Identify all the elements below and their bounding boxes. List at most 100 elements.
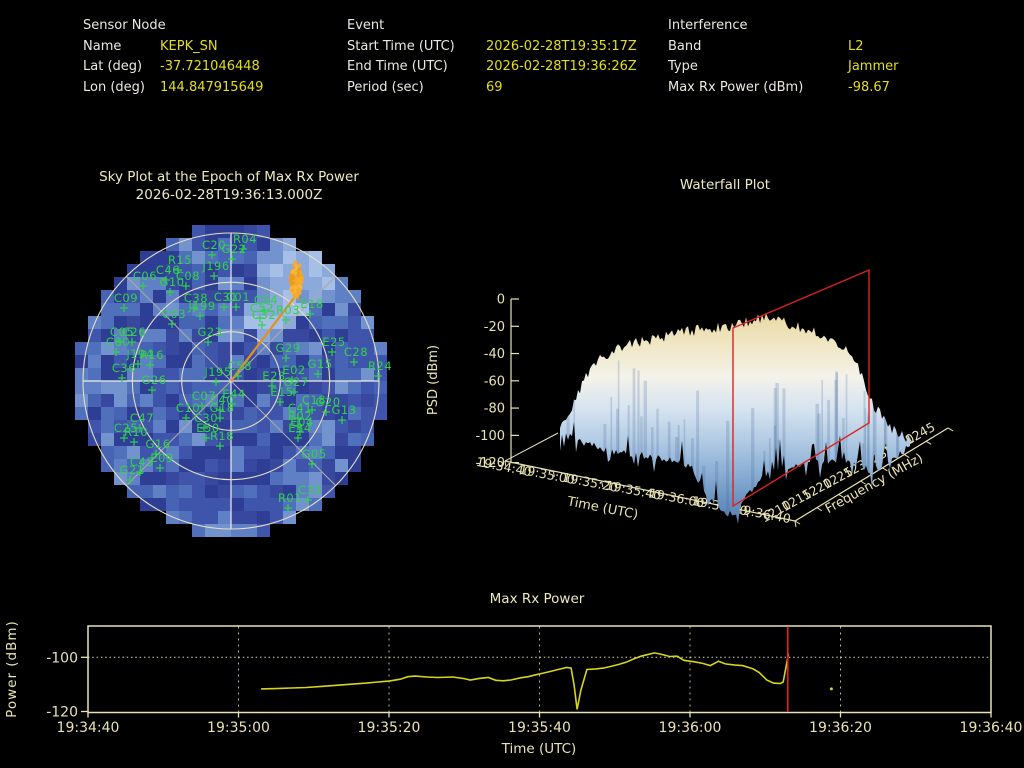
svg-text:-40: -40 xyxy=(484,347,505,362)
interference-type-label: Type xyxy=(668,59,698,75)
interference-band-value: L2 xyxy=(848,39,864,54)
svg-text:J195: J195 xyxy=(203,365,231,379)
svg-text:C58: C58 xyxy=(228,359,252,373)
svg-text:C01: C01 xyxy=(226,290,250,304)
svg-text:C45: C45 xyxy=(130,455,154,469)
svg-text:-80: -80 xyxy=(484,402,505,417)
sensor-lat-row: Lat (deg) -37.721046448 xyxy=(83,57,260,77)
event-period-value: 69 xyxy=(486,79,503,95)
svg-text:19:35:20: 19:35:20 xyxy=(358,720,421,736)
svg-text:C40: C40 xyxy=(210,393,234,407)
sensor-node-panel: Sensor Node Name KEPK_SN Lat (deg) -37.7… xyxy=(83,16,263,98)
svg-text:G16: G16 xyxy=(145,437,170,451)
svg-text:J194: J194 xyxy=(125,347,153,361)
svg-text:G21: G21 xyxy=(119,463,144,477)
sky-plot-title: Sky Plot at the Epoch of Max Rx Power 20… xyxy=(40,169,418,204)
event-start-label: Start Time (UTC) xyxy=(347,39,455,54)
svg-text:19:36:40: 19:36:40 xyxy=(960,720,1023,736)
svg-text:G26: G26 xyxy=(141,373,166,387)
svg-text:-20: -20 xyxy=(484,320,505,335)
svg-text:C41: C41 xyxy=(288,401,312,415)
interference-band-row: Band L2 xyxy=(668,37,864,57)
svg-text:E34: E34 xyxy=(288,421,311,435)
svg-text:C05: C05 xyxy=(110,325,134,339)
svg-text:Time (UTC): Time (UTC) xyxy=(565,494,639,523)
sensor-lon-label: Lon (deg) xyxy=(83,79,145,95)
svg-text:G05: G05 xyxy=(301,447,326,461)
svg-text:R04: R04 xyxy=(233,232,257,246)
interference-type-value: Jammer xyxy=(848,59,899,75)
event-title: Event xyxy=(347,18,385,33)
svg-text:C06: C06 xyxy=(133,269,157,283)
svg-text:19:36:20: 19:36:20 xyxy=(809,720,872,736)
svg-text:R24: R24 xyxy=(368,359,392,373)
svg-text:R02: R02 xyxy=(288,409,312,423)
max-rx-title: Max Rx Power xyxy=(50,591,1024,609)
svg-text:R10: R10 xyxy=(124,425,148,439)
svg-text:G20: G20 xyxy=(315,395,340,409)
waterfall-title: Waterfall Plot xyxy=(430,177,1020,195)
svg-text:E25: E25 xyxy=(322,335,345,349)
svg-text:19:36:00: 19:36:00 xyxy=(659,720,722,736)
svg-text:C52: C52 xyxy=(250,301,274,315)
sensor-lat-label: Lat (deg) xyxy=(83,59,143,75)
svg-text:C33: C33 xyxy=(298,483,322,497)
svg-text:-120: -120 xyxy=(475,456,505,471)
svg-text:G27: G27 xyxy=(283,375,308,389)
svg-text:E15: E15 xyxy=(270,385,293,399)
interference-panel: Interference Band L2 Type Jammer Max Rx … xyxy=(668,16,898,98)
svg-text:E50: E50 xyxy=(196,421,219,435)
svg-text:PSD (dBm): PSD (dBm) xyxy=(426,345,441,415)
svg-text:-60: -60 xyxy=(484,374,505,389)
interference-power-value: -98.67 xyxy=(848,79,890,95)
svg-text:C10: C10 xyxy=(176,401,200,415)
event-start-value: 2026-02-28T19:35:17Z xyxy=(486,39,637,54)
svg-text:C03: C03 xyxy=(162,307,186,321)
svg-text:E23: E23 xyxy=(262,369,285,383)
svg-text:Power (dBm): Power (dBm) xyxy=(4,620,20,718)
max-rx-title-text: Max Rx Power xyxy=(489,591,585,607)
interference-power-row: Max Rx Power (dBm) -98.67 xyxy=(668,78,890,98)
svg-text:R18: R18 xyxy=(210,429,234,443)
svg-text:C46: C46 xyxy=(156,263,180,277)
svg-text:-100: -100 xyxy=(475,429,505,444)
svg-text:C26: C26 xyxy=(122,325,146,339)
svg-text:C07: C07 xyxy=(192,389,216,403)
sensor-name-label: Name xyxy=(83,39,122,54)
sensor-lat-value: -37.721046448 xyxy=(160,59,260,75)
sensor-name-value: KEPK_SN xyxy=(160,39,218,54)
sky-plot-title-epoch: 2026-02-28T19:36:13.000Z xyxy=(135,186,323,203)
svg-text:E09: E09 xyxy=(150,451,173,465)
event-end-label: End Time (UTC) xyxy=(347,59,448,75)
svg-text:G22: G22 xyxy=(221,242,246,256)
svg-text:0: 0 xyxy=(497,293,505,308)
svg-text:C38: C38 xyxy=(184,291,208,305)
svg-text:C18: C18 xyxy=(302,393,326,407)
svg-text:G13: G13 xyxy=(331,403,356,417)
svg-text:E02: E02 xyxy=(282,363,305,377)
event-start-row: Start Time (UTC) 2026-02-28T19:35:17Z xyxy=(347,37,637,57)
svg-text:C08: C08 xyxy=(176,269,200,283)
event-panel: Event Start Time (UTC) 2026-02-28T19:35:… xyxy=(347,16,637,98)
svg-text:C25: C25 xyxy=(114,421,138,435)
svg-text:E04: E04 xyxy=(290,415,313,429)
svg-text:R16: R16 xyxy=(140,348,164,362)
svg-text:G23: G23 xyxy=(197,325,222,339)
interference-band-label: Band xyxy=(668,39,702,54)
svg-text:Time (UTC): Time (UTC) xyxy=(501,741,577,757)
svg-text:-100: -100 xyxy=(46,650,78,666)
event-period-label: Period (sec) xyxy=(347,79,424,95)
svg-text:C20: C20 xyxy=(202,238,226,252)
svg-text:G29: G29 xyxy=(275,341,300,355)
svg-text:19:34:40: 19:34:40 xyxy=(57,720,120,736)
svg-text:G10: G10 xyxy=(159,275,184,289)
svg-text:19:35:40: 19:35:40 xyxy=(508,720,571,736)
svg-text:R03: R03 xyxy=(276,303,300,317)
sky-plot-title-line1: Sky Plot at the Epoch of Max Rx Power xyxy=(99,169,359,185)
event-end-row: End Time (UTC) 2026-02-28T19:36:26Z xyxy=(347,57,637,77)
event-end-value: 2026-02-28T19:36:26Z xyxy=(486,59,637,75)
